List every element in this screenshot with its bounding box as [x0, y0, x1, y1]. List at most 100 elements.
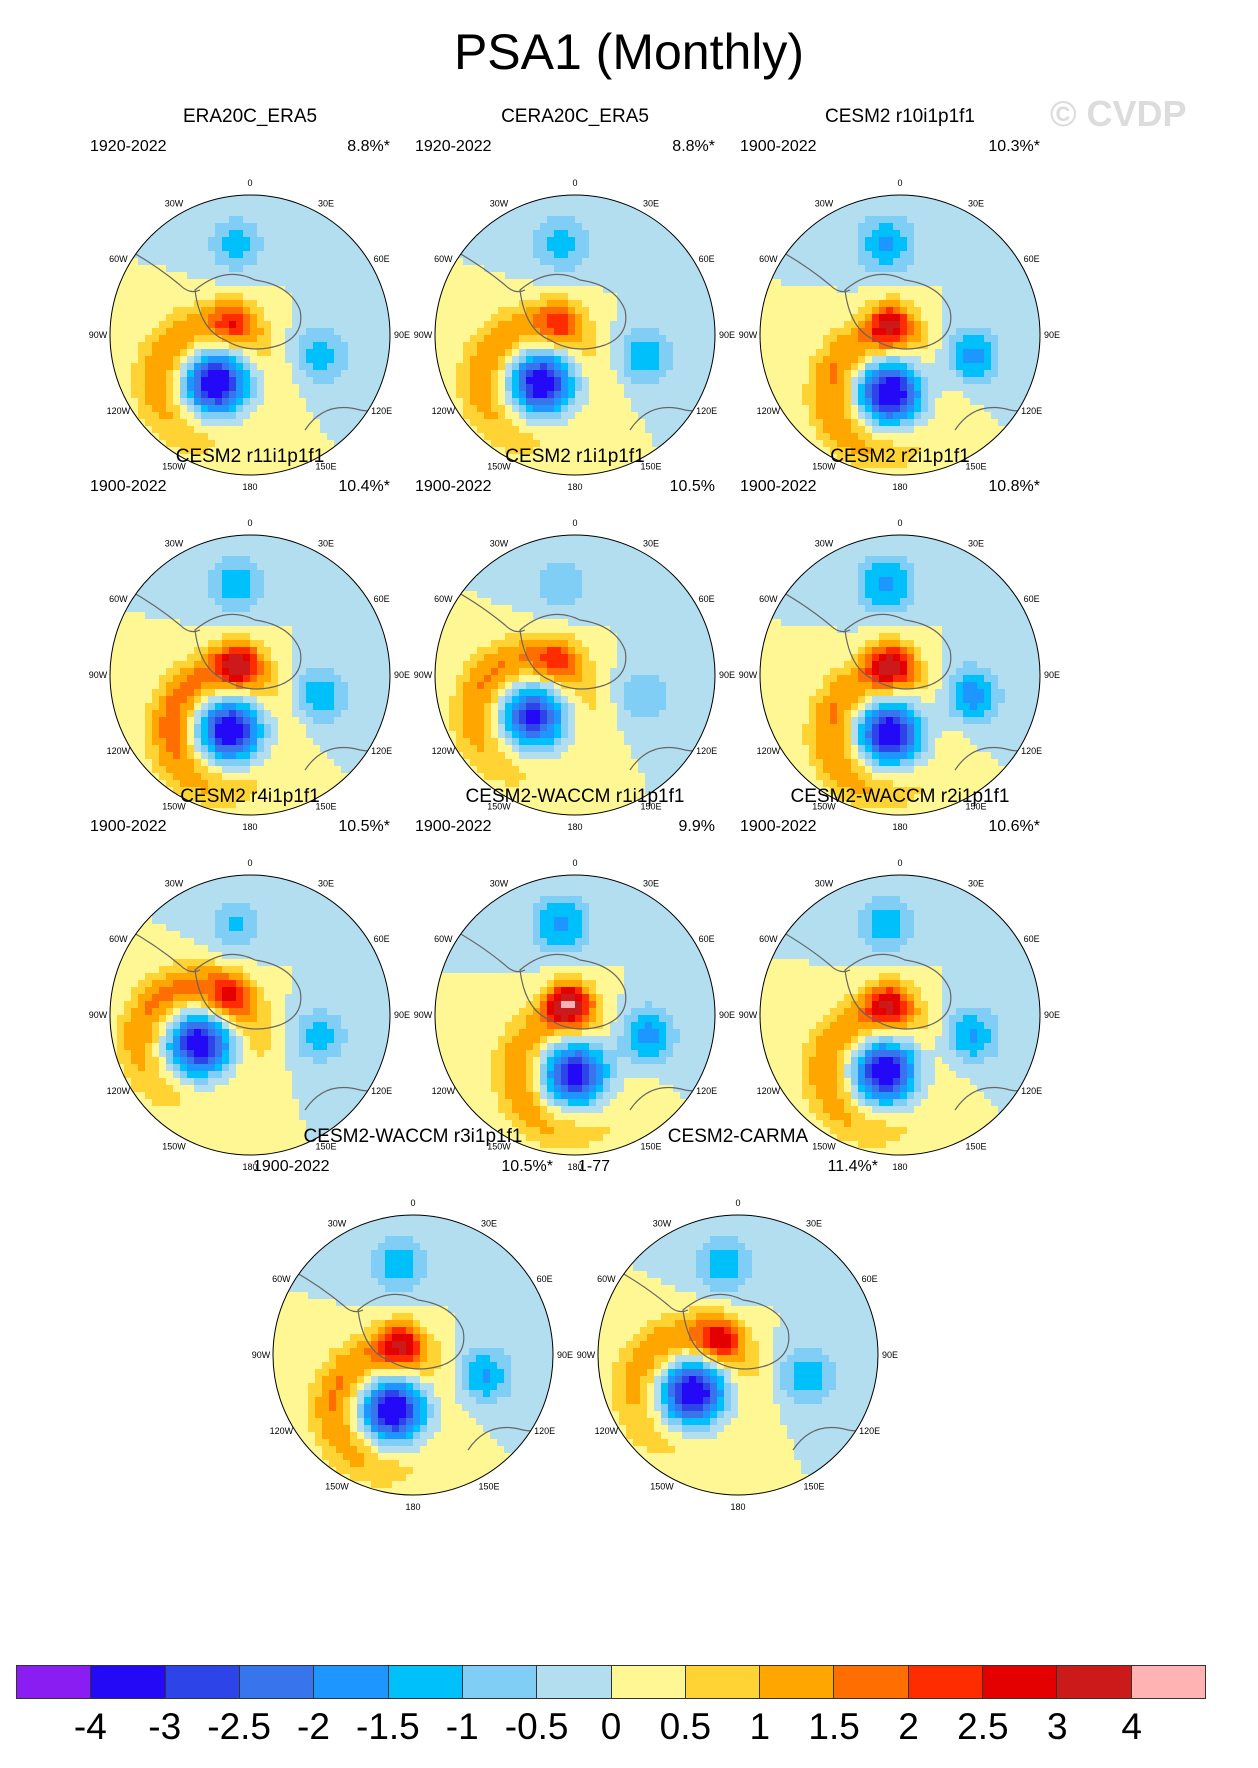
longitude-label: 60E	[374, 594, 390, 604]
longitude-label: 120E	[696, 746, 717, 756]
longitude-label: 90W	[739, 330, 758, 340]
colorbar-tick-label: -1.5	[355, 1706, 420, 1747]
colorbar-tick-label: 2.5	[957, 1706, 1009, 1747]
longitude-label: 30W	[815, 878, 834, 888]
longitude-label: 60E	[699, 254, 715, 264]
longitude-label: 90W	[414, 670, 433, 680]
longitude-label: 150E	[965, 1142, 986, 1152]
longitude-label: 90E	[394, 330, 410, 340]
longitude-label: 30W	[165, 878, 184, 888]
panel-title: ERA20C_ERA5	[182, 106, 318, 127]
longitude-label: 0	[247, 518, 252, 528]
longitude-label: 30W	[328, 1218, 347, 1228]
longitude-label: 120W	[432, 1086, 456, 1096]
colorbar-tick-label: 0.5	[659, 1706, 712, 1747]
longitude-label: 150E	[803, 1482, 824, 1492]
longitude-label: 60E	[862, 1274, 878, 1284]
longitude-label: 180	[892, 482, 907, 492]
longitude-label: 150W	[487, 462, 511, 472]
longitude-label: 90E	[719, 330, 735, 340]
longitude-label: 150E	[315, 462, 336, 472]
polar-map: 0 30E 60E 90E 120E 150E 180 150W 120W 90W 60W 30W	[739, 858, 1060, 1172]
longitude-label: 180	[242, 822, 257, 832]
panel-percent-variance: 10.5%*	[501, 1158, 553, 1175]
panel-years: 1920-2022	[90, 138, 167, 155]
longitude-label: 60W	[109, 594, 128, 604]
longitude-label: 120W	[107, 406, 131, 416]
longitude-label: 60W	[434, 934, 453, 944]
longitude-label: 60E	[699, 594, 715, 604]
longitude-label: 90E	[1044, 330, 1060, 340]
longitude-label: 30E	[643, 878, 659, 888]
panel-title: CESM2 r2i1p1f1	[830, 446, 970, 467]
contour-field	[435, 535, 715, 815]
antarctica-coastline	[519, 273, 627, 350]
longitude-label: 0	[572, 178, 577, 188]
map-panel: CESM2-CARMA 1-77 11.4%* 0 30E 60E 90E 120E 150E 1…	[568, 1125, 908, 1512]
colorbar-swatch	[91, 1666, 166, 1698]
longitude-label: 150E	[640, 462, 661, 472]
longitude-label: 60W	[434, 254, 453, 264]
longitude-label: 30W	[653, 1218, 672, 1228]
longitude-label: 90W	[252, 1350, 271, 1360]
longitude-label: 60W	[109, 934, 128, 944]
longitude-label: 120W	[107, 746, 131, 756]
longitude-label: 150E	[640, 1142, 661, 1152]
longitude-label: 30W	[815, 538, 834, 548]
longitude-label: 90W	[739, 1010, 758, 1020]
longitude-label: 150W	[487, 1142, 511, 1152]
colorbar-swatch	[314, 1666, 389, 1698]
polar-map: 0 30E 60E 90E 120E 150E 180 150W 120W 90W 60W 30W	[414, 518, 735, 832]
contour-field	[273, 1215, 553, 1495]
panel-title: CESM2-WACCM r2i1p1f1	[790, 786, 1010, 807]
colorbar-tick-label: 3	[1046, 1706, 1068, 1747]
polar-map: 0 30E 60E 90E 120E 150E 180 150W 120W 90W 60W 30W	[89, 518, 410, 832]
longitude-label: 0	[735, 1198, 740, 1208]
longitude-label: 60E	[374, 254, 390, 264]
longitude-label: 120W	[107, 1086, 131, 1096]
panel-years: 1900-2022	[740, 478, 817, 495]
antarctica-coastline	[844, 273, 952, 350]
panel-years: 1900-2022	[253, 1158, 330, 1175]
longitude-label: 120W	[270, 1426, 294, 1436]
map-border	[272, 1214, 554, 1496]
antarctica-coastline	[844, 953, 952, 1030]
longitude-label: 0	[410, 1198, 415, 1208]
polar-map: 0 30E 60E 90E 120E 150E 180 150W 120W 90W 60W 30W	[414, 178, 735, 492]
longitude-label: 90E	[719, 670, 735, 680]
colorbar-swatch	[537, 1666, 612, 1698]
map-panel: CESM2 r2i1p1f1 1900-2022 10.8%* 0 30E 60E 90E 1…	[730, 445, 1070, 832]
map-panel: CERA20C_ERA5 1920-2022 8.8%* 0 30E 60E 90E 120E…	[405, 105, 745, 492]
longitude-label: 150W	[325, 1482, 349, 1492]
longitude-label: 180	[892, 1162, 907, 1172]
colorbar-swatch	[834, 1666, 909, 1698]
colorbar-tick-label: 1.5	[808, 1706, 860, 1747]
longitude-label: 120W	[757, 406, 781, 416]
colorbar-swatch	[239, 1666, 315, 1698]
longitude-label: 120E	[1021, 1086, 1042, 1096]
longitude-label: 30E	[806, 1218, 822, 1228]
longitude-label: 120E	[1021, 406, 1042, 416]
map-border	[434, 874, 716, 1156]
longitude-label: 0	[572, 518, 577, 528]
longitude-label: 150E	[315, 1142, 336, 1152]
colorbar-swatch	[165, 1666, 240, 1698]
map-panel: CESM2 r1i1p1f1 1900-2022 10.5% 0 30E 60E 90E 12…	[405, 445, 745, 832]
panel-percent-variance: 11.4%*	[827, 1158, 878, 1175]
longitude-label: 90E	[1044, 1010, 1060, 1020]
longitude-label: 30W	[815, 198, 834, 208]
longitude-label: 60E	[374, 934, 390, 944]
longitude-label: 150W	[162, 462, 186, 472]
colorbar-swatch	[908, 1666, 984, 1698]
map-panel: CESM2-WACCM r3i1p1f1 1900-2022 10.5%* 0 30E 6…	[243, 1125, 583, 1512]
longitude-label: 150E	[478, 1482, 499, 1492]
longitude-label: 30E	[643, 538, 659, 548]
longitude-label: 180	[567, 482, 582, 492]
contour-field	[110, 535, 390, 815]
contour-field	[598, 1215, 878, 1495]
longitude-label: 90E	[394, 1010, 410, 1020]
panel-years: 1900-2022	[415, 478, 492, 495]
antarctica-coastline	[519, 953, 627, 1030]
longitude-label: 120W	[432, 406, 456, 416]
longitude-label: 30E	[481, 1218, 497, 1228]
